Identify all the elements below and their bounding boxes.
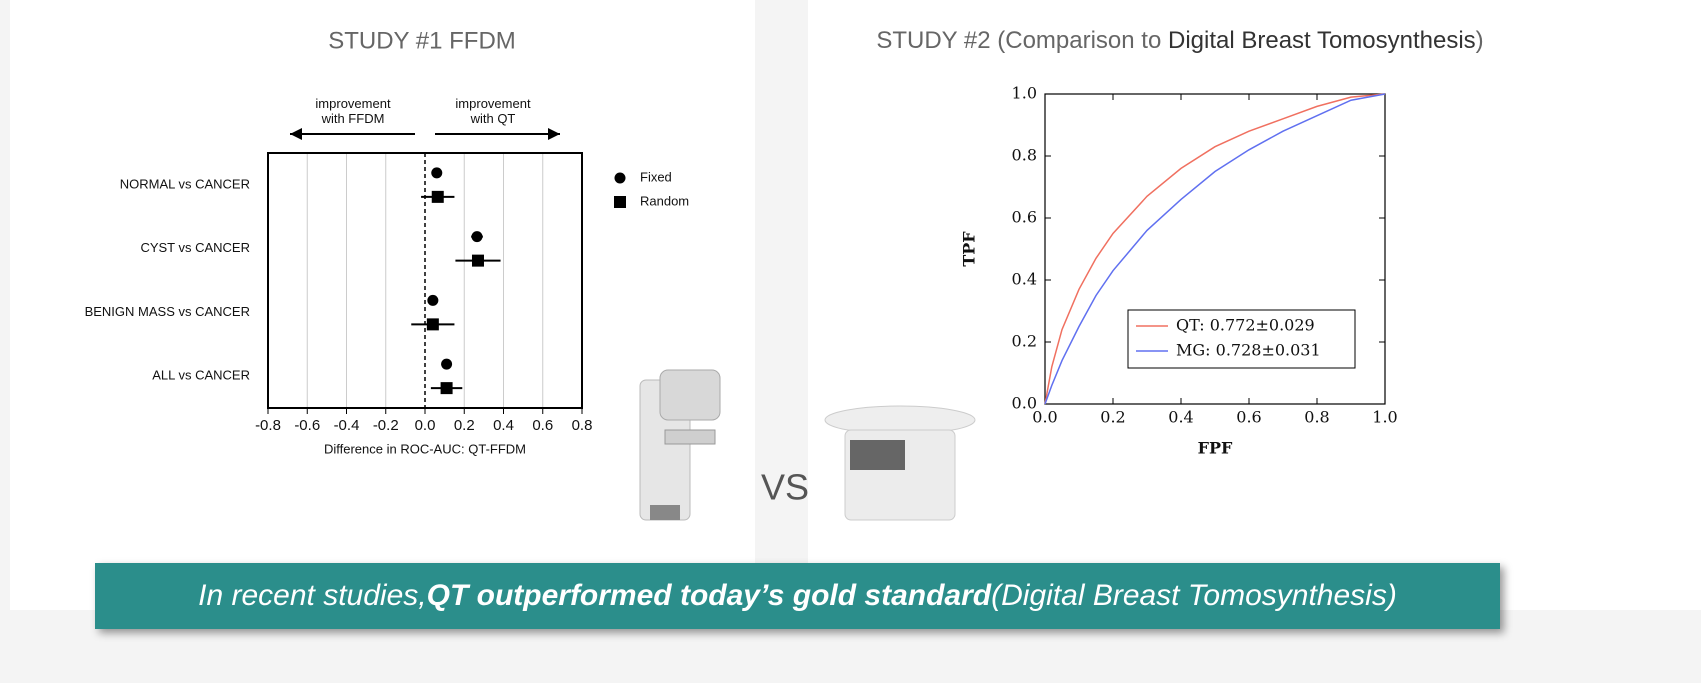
point bbox=[432, 191, 444, 203]
banner-text: In recent studies, bbox=[198, 579, 426, 613]
x-tick-label: 0.8 bbox=[572, 417, 593, 434]
legend-label: QT: 0.772±0.029 bbox=[1176, 316, 1315, 335]
y-tick-label: ALL vs CANCER bbox=[152, 368, 250, 383]
title-part: STUDY #2 (Comparison to bbox=[876, 27, 1161, 54]
x-tick-label: 0.4 bbox=[493, 417, 514, 434]
annotation-line: improvement bbox=[455, 96, 531, 111]
x-tick-label: -0.8 bbox=[255, 417, 281, 434]
y-tick-label: CYST vs CANCER bbox=[140, 240, 250, 255]
x-tick-label: 1.0 bbox=[1372, 408, 1397, 427]
x-axis-label: Difference in ROC-AUC: QT-FFDM bbox=[324, 441, 526, 456]
point bbox=[431, 167, 442, 178]
x-tick-label: 0.2 bbox=[1100, 408, 1125, 427]
y-tick-label: 0.6 bbox=[1012, 208, 1037, 227]
annotation-line: with QT bbox=[470, 111, 516, 126]
legend-label: Random bbox=[640, 193, 689, 208]
annotation-line: with FFDM bbox=[321, 111, 385, 126]
annotation-line: improvement bbox=[315, 96, 391, 111]
x-tick-label: -0.4 bbox=[334, 417, 360, 434]
y-tick-label: 0.8 bbox=[1012, 146, 1037, 165]
study1-title: STUDY #1 FFDM bbox=[328, 27, 516, 54]
x-axis-label: FPF bbox=[1198, 439, 1233, 458]
x-tick-label: 0.8 bbox=[1304, 408, 1329, 427]
point bbox=[441, 359, 452, 370]
study2-title: STUDY #2 (Comparison to Digital Breast T… bbox=[876, 27, 1483, 54]
x-tick-label: -0.2 bbox=[373, 417, 399, 434]
x-tick-label: 0.2 bbox=[454, 417, 475, 434]
title-part: ) bbox=[1476, 27, 1484, 54]
y-tick-label: NORMAL vs CANCER bbox=[120, 176, 250, 191]
banner-text: QT outperformed today’s gold standard bbox=[427, 579, 992, 613]
legend-label: Fixed bbox=[640, 169, 672, 184]
y-tick-label: 0.4 bbox=[1012, 270, 1037, 289]
legend-label: MG: 0.728±0.031 bbox=[1176, 341, 1321, 360]
point bbox=[441, 382, 453, 394]
y-tick-label: 0.2 bbox=[1012, 332, 1037, 351]
point bbox=[427, 295, 438, 306]
x-tick-label: -0.6 bbox=[294, 417, 320, 434]
y-axis-label: TPF bbox=[960, 231, 979, 267]
y-tick-label: 1.0 bbox=[1012, 84, 1037, 103]
x-tick-label: 0.4 bbox=[1168, 408, 1193, 427]
banner-text: (Digital Breast Tomosynthesis) bbox=[991, 579, 1397, 613]
legend-marker bbox=[614, 196, 626, 208]
x-tick-label: 0.6 bbox=[532, 417, 553, 434]
point bbox=[427, 318, 439, 330]
x-tick-label: 0.6 bbox=[1236, 408, 1261, 427]
point bbox=[472, 255, 484, 267]
versus: VS bbox=[761, 467, 809, 508]
banner: In recent studies, QT outperformed today… bbox=[95, 563, 1500, 629]
legend-marker bbox=[615, 173, 626, 184]
title-part: Digital Breast Tomosynthesis bbox=[1168, 27, 1476, 54]
slide: STUDY #1 FFDM STUDY #2 (Comparison to Di… bbox=[0, 0, 1701, 683]
y-tick-label: 0.0 bbox=[1012, 394, 1037, 413]
y-tick-label: BENIGN MASS vs CANCER bbox=[85, 304, 250, 319]
point bbox=[472, 231, 483, 242]
x-tick-label: 0.0 bbox=[415, 417, 436, 434]
tomosynthesis-machine bbox=[825, 406, 975, 520]
